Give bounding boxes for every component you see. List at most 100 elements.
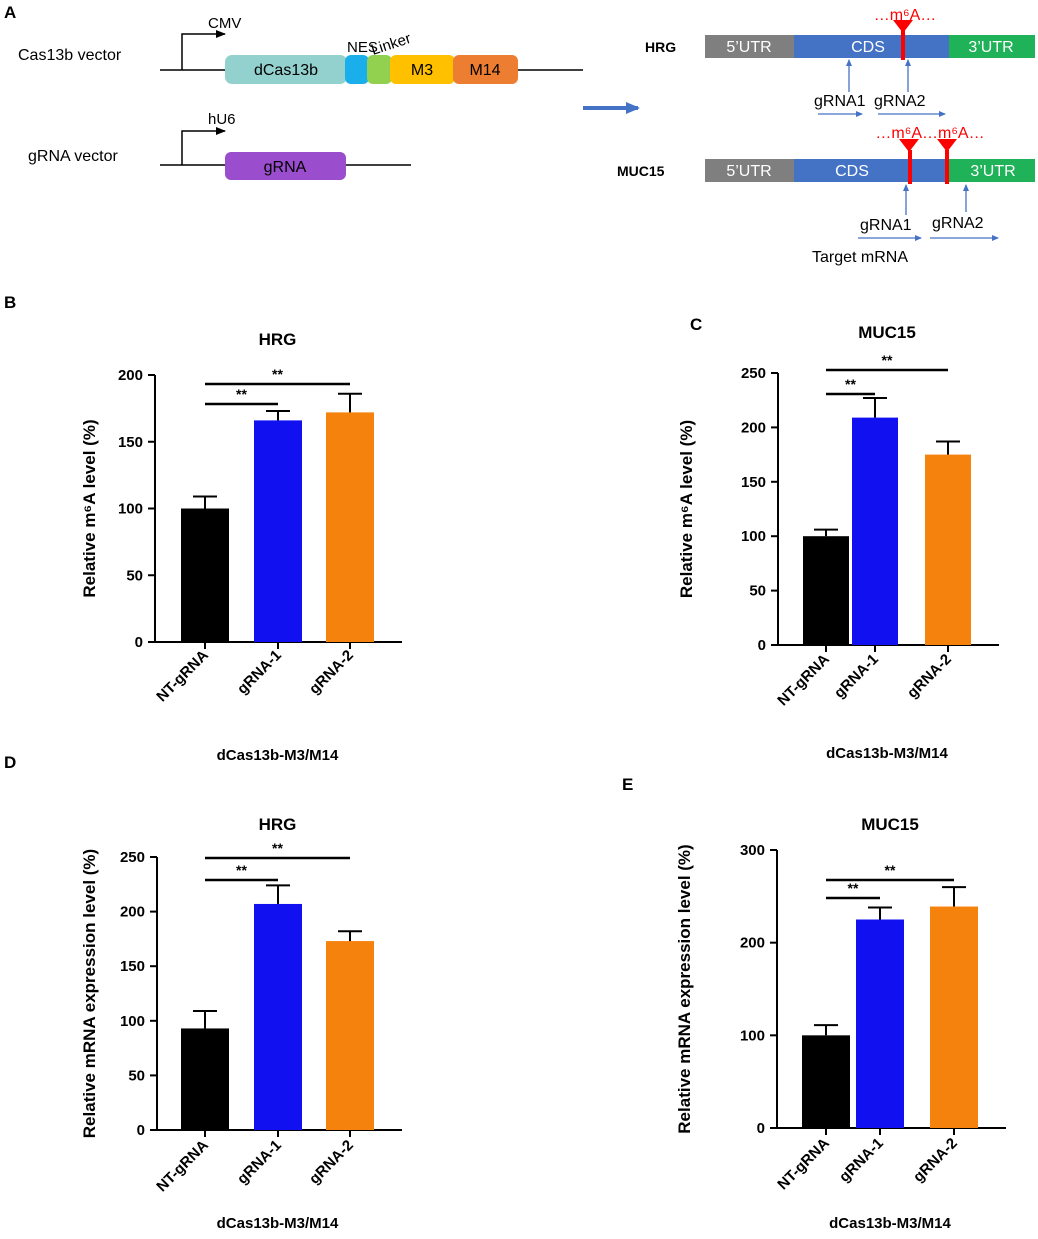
chart-c-bar [803, 536, 849, 645]
grna-block [225, 152, 346, 180]
muc15-cds-label: CDS [835, 163, 869, 180]
chart-b-hrg-m6a: HRG 0 50 100 150 200 Relative m⁶A level (%) NT-… [80, 330, 402, 764]
muc15-transcript: MUC15 5’UTR CDS 3’UTR …m⁶A…m⁶A… gRNA1 gR… [617, 125, 1035, 266]
muc15-grna1-label: gRNA1 [860, 217, 912, 234]
hrg-transcript: HRG 5’UTR CDS 3’UTR …m⁶A… gRNA1 gRNA2 [645, 7, 1035, 117]
hrg-gene-label: HRG [645, 39, 676, 55]
chart-c-y-tick-label: 100 [741, 528, 766, 545]
chart-b-bar [254, 420, 302, 642]
chart-d-category-label: NT-gRNA [153, 1137, 212, 1196]
chart-c-significance-label: ** [882, 352, 893, 368]
chart-e-muc15-mrna: MUC15 0 100 200 300 Relative mRNA expression … [675, 815, 1006, 1232]
chart-d-category-label: gRNA-2 [306, 1137, 357, 1188]
grna-vector-construct: gRNA vector hU6 gRNA [28, 111, 411, 180]
chart-c-y-tick-label: 50 [749, 583, 766, 600]
chart-e-category-label: gRNA-2 [910, 1135, 961, 1186]
hrg-m6a-site-marker-icon [893, 20, 913, 33]
muc15-grna2-label: gRNA2 [932, 215, 984, 232]
chart-e-significance-label: ** [885, 862, 896, 878]
chart-c-x-axis-label: dCas13b-M3/M14 [826, 745, 948, 762]
chart-b-y-axis-label: Relative m⁶A level (%) [80, 419, 99, 597]
chart-b-title: HRG [259, 330, 297, 349]
linker-block [367, 55, 392, 84]
dcas13b-block [225, 55, 347, 84]
chart-e-bar [856, 919, 904, 1128]
m14-label: M14 [469, 62, 500, 79]
chart-b-y-tick-label: 0 [135, 634, 143, 651]
chart-e-y-tick-label: 200 [740, 935, 765, 952]
chart-e-category-label: gRNA-1 [836, 1135, 887, 1186]
chart-e-y-tick-label: 0 [757, 1120, 765, 1137]
chart-d-y-tick-label: 50 [128, 1067, 145, 1084]
muc15-m6a-label: …m⁶A…m⁶A… [875, 125, 984, 142]
muc15-3utr [949, 159, 1035, 182]
cas13b-vector-construct: Cas13b vector CMV dCas13b NES Linker M3 … [18, 15, 583, 84]
hrg-3utr-label: 3’UTR [968, 39, 1013, 56]
chart-d-y-tick-label: 150 [120, 958, 145, 975]
chart-e-bar [930, 906, 978, 1128]
chart-c-category-label: gRNA-1 [831, 651, 882, 702]
chart-b-category-label: gRNA-2 [306, 647, 357, 698]
chart-d-category-label: gRNA-1 [234, 1137, 285, 1188]
hrg-cds-label: CDS [851, 39, 885, 56]
panel-letter-a: A [4, 3, 16, 22]
hrg-cds [794, 35, 949, 58]
chart-d-x-axis-label: dCas13b-M3/M14 [217, 1215, 339, 1232]
hrg-grna1-label: gRNA1 [814, 93, 866, 110]
chart-e-y-tick-label: 100 [740, 1027, 765, 1044]
m3-label: M3 [411, 62, 433, 79]
chart-b-y-tick-label: 50 [126, 567, 143, 584]
chart-d-title: HRG [259, 815, 297, 834]
hrg-3utr [949, 35, 1035, 58]
hrg-grna2-label: gRNA2 [874, 93, 926, 110]
nes-block [345, 55, 369, 84]
cmv-label: CMV [208, 15, 241, 32]
panel-letter-b: B [4, 293, 16, 312]
m3-block [390, 55, 455, 84]
panel-letter-e: E [622, 775, 633, 794]
cmv-promoter-arrow [181, 30, 226, 70]
chart-d-bar [254, 903, 302, 1130]
chart-c-bar [852, 417, 898, 645]
chart-e-title: MUC15 [861, 815, 919, 834]
grna-vector-label: gRNA vector [28, 148, 118, 165]
muc15-5utr-label: 5’UTR [726, 163, 771, 180]
chart-d-significance-label: ** [272, 840, 283, 856]
dcas13b-label: dCas13b [254, 62, 318, 79]
chart-d-y-tick-label: 250 [120, 849, 145, 866]
chart-c-y-axis-label: Relative m⁶A level (%) [677, 420, 696, 598]
chart-c-title: MUC15 [858, 323, 916, 342]
hrg-m6a-site-bar [901, 30, 905, 60]
chart-b-y-tick-label: 150 [118, 434, 143, 451]
chart-d-y-axis-label: Relative mRNA expression level (%) [80, 849, 99, 1138]
hrg-5utr-label: 5’UTR [726, 39, 771, 56]
chart-b-y-tick-label: 100 [118, 501, 143, 518]
muc15-m6a-site2-marker-icon [937, 139, 957, 152]
muc15-3utr-label: 3’UTR [970, 163, 1015, 180]
muc15-m6a-site2-bar [945, 150, 949, 184]
cas13b-vector-label: Cas13b vector [18, 47, 122, 64]
chart-c-significance-label: ** [845, 376, 856, 392]
linker-label: Linker [369, 30, 413, 59]
m14-block [453, 55, 518, 84]
nes-label: NES [347, 39, 378, 56]
chart-d-y-tick-label: 0 [137, 1122, 145, 1139]
chart-c-y-tick-label: 200 [741, 419, 766, 436]
chart-e-x-axis-label: dCas13b-M3/M14 [829, 1215, 951, 1232]
chart-d-bar [326, 941, 374, 1130]
hu6-promoter-arrow [181, 127, 226, 165]
chart-d-y-tick-label: 200 [120, 904, 145, 921]
muc15-gene-label: MUC15 [617, 163, 665, 179]
hu6-label: hU6 [208, 111, 236, 128]
target-mrna-label: Target mRNA [812, 249, 908, 266]
chart-b-bar [326, 412, 374, 642]
chart-c-y-tick-label: 150 [741, 474, 766, 491]
chart-c-y-tick-label: 250 [741, 365, 766, 382]
panel-letter-c: C [690, 315, 702, 334]
hrg-5utr [705, 35, 794, 58]
chart-e-y-tick-label: 300 [740, 842, 765, 859]
chart-b-x-axis-label: dCas13b-M3/M14 [217, 747, 339, 764]
chart-e-y-axis-label: Relative mRNA expression level (%) [675, 844, 694, 1133]
chart-e-category-label: NT-gRNA [774, 1135, 833, 1194]
